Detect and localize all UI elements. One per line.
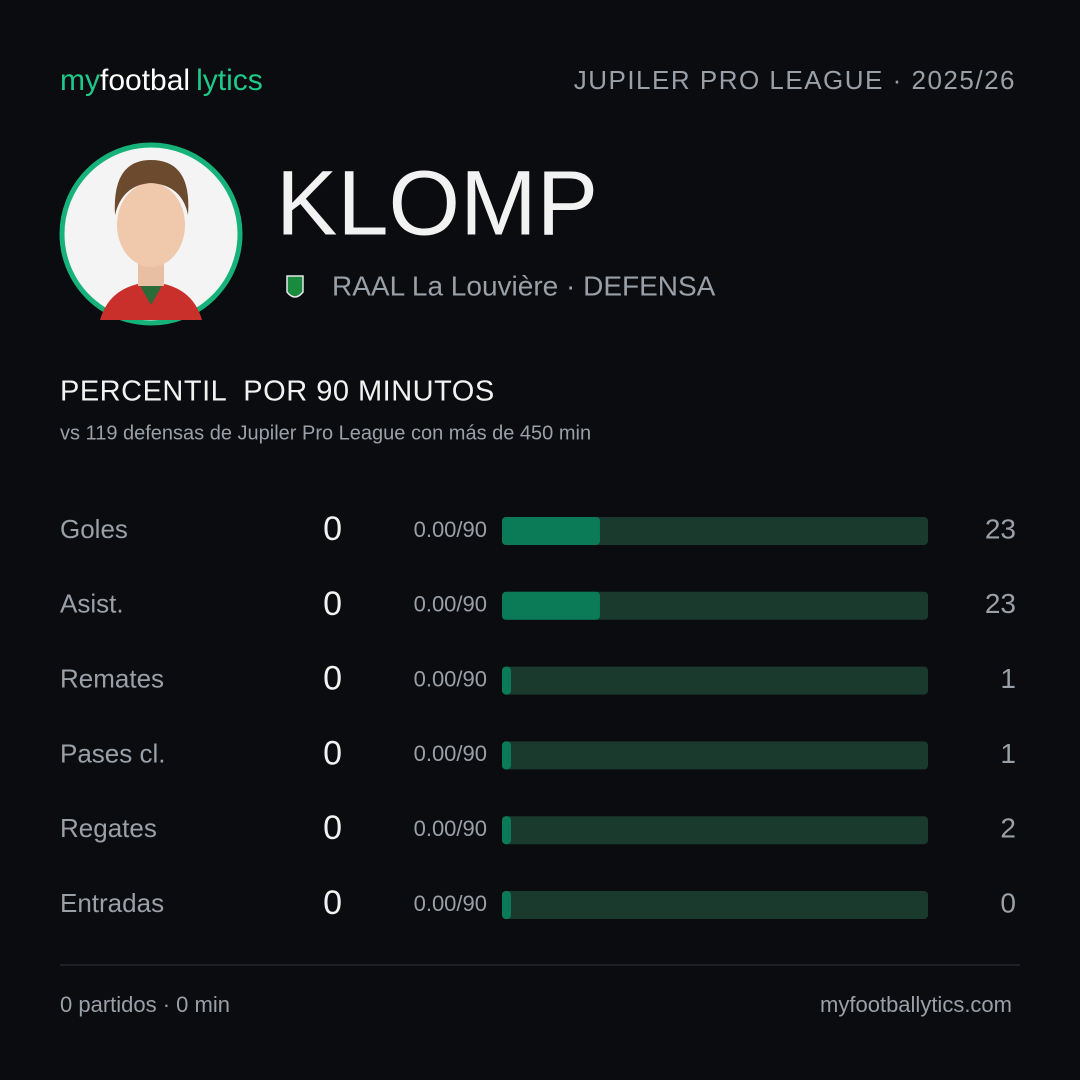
- bar-fill: [502, 666, 511, 695]
- section-title: PERCENTIL POR 90 MINUTOS: [60, 376, 495, 408]
- per90: 0.00/90: [414, 592, 487, 617]
- bar-fill: [502, 816, 511, 845]
- brand: myfootbal lytics: [60, 64, 263, 97]
- stat-label: Remates: [60, 663, 164, 693]
- per90: 0.00/90: [414, 666, 487, 691]
- bar-fill: [502, 891, 511, 919]
- league: JUPILER PRO LEAGUE · 2025/26: [574, 65, 1016, 95]
- bar-fill: [502, 591, 600, 620]
- percentile-rows: Goles 0 0.00/90 23 Asist. 0 0.00/90 23 Remates 0 0…: [60, 510, 1016, 922]
- bar-track: [502, 891, 928, 919]
- per90: 0.00/90: [414, 816, 487, 841]
- section-subtitle: vs 119 defensas de Jupiler Pro League co…: [60, 422, 591, 444]
- bar-track: [502, 816, 928, 845]
- brand-lytics: lytics: [196, 64, 263, 97]
- player-photo: [59, 142, 243, 326]
- stat-value: 0: [323, 884, 342, 922]
- brand-football: footbal: [100, 64, 190, 97]
- stat-value: 0: [323, 585, 342, 623]
- bar-fill: [502, 741, 511, 770]
- team-position: RAAL La Louvière · DEFENSA: [332, 270, 716, 301]
- percentile: 23: [985, 588, 1016, 619]
- per90: 0.00/90: [414, 741, 487, 766]
- bar-track: [502, 666, 928, 695]
- bar-track: [502, 591, 928, 620]
- percentile: 2: [1000, 813, 1016, 844]
- percentile: 1: [1000, 663, 1016, 694]
- bar-track: [502, 517, 928, 545]
- stat-value: 0: [323, 734, 342, 772]
- percentile: 0: [1000, 887, 1016, 918]
- per90: 0.00/90: [414, 517, 487, 542]
- footer-stats: 0 partidos · 0 min: [60, 992, 230, 1017]
- footer-site: myfootballytics.com: [820, 992, 1012, 1017]
- stat-value: 0: [323, 660, 342, 698]
- stat-value: 0: [323, 510, 342, 548]
- stat-label: Regates: [60, 813, 157, 843]
- bar-fill: [502, 517, 600, 545]
- stat-label: Goles: [60, 514, 128, 544]
- per90: 0.00/90: [414, 891, 487, 916]
- bar-track: [502, 741, 928, 770]
- percentile: 23: [985, 513, 1016, 544]
- stat-label: Entradas: [60, 888, 164, 918]
- percentile: 1: [1000, 738, 1016, 769]
- club-badge: [286, 275, 304, 298]
- player-name: KLOMP: [276, 152, 598, 254]
- stat-value: 0: [323, 809, 342, 847]
- stat-label: Asist.: [60, 589, 124, 619]
- brand-my: my: [60, 64, 100, 97]
- stat-label: Pases cl.: [60, 738, 166, 768]
